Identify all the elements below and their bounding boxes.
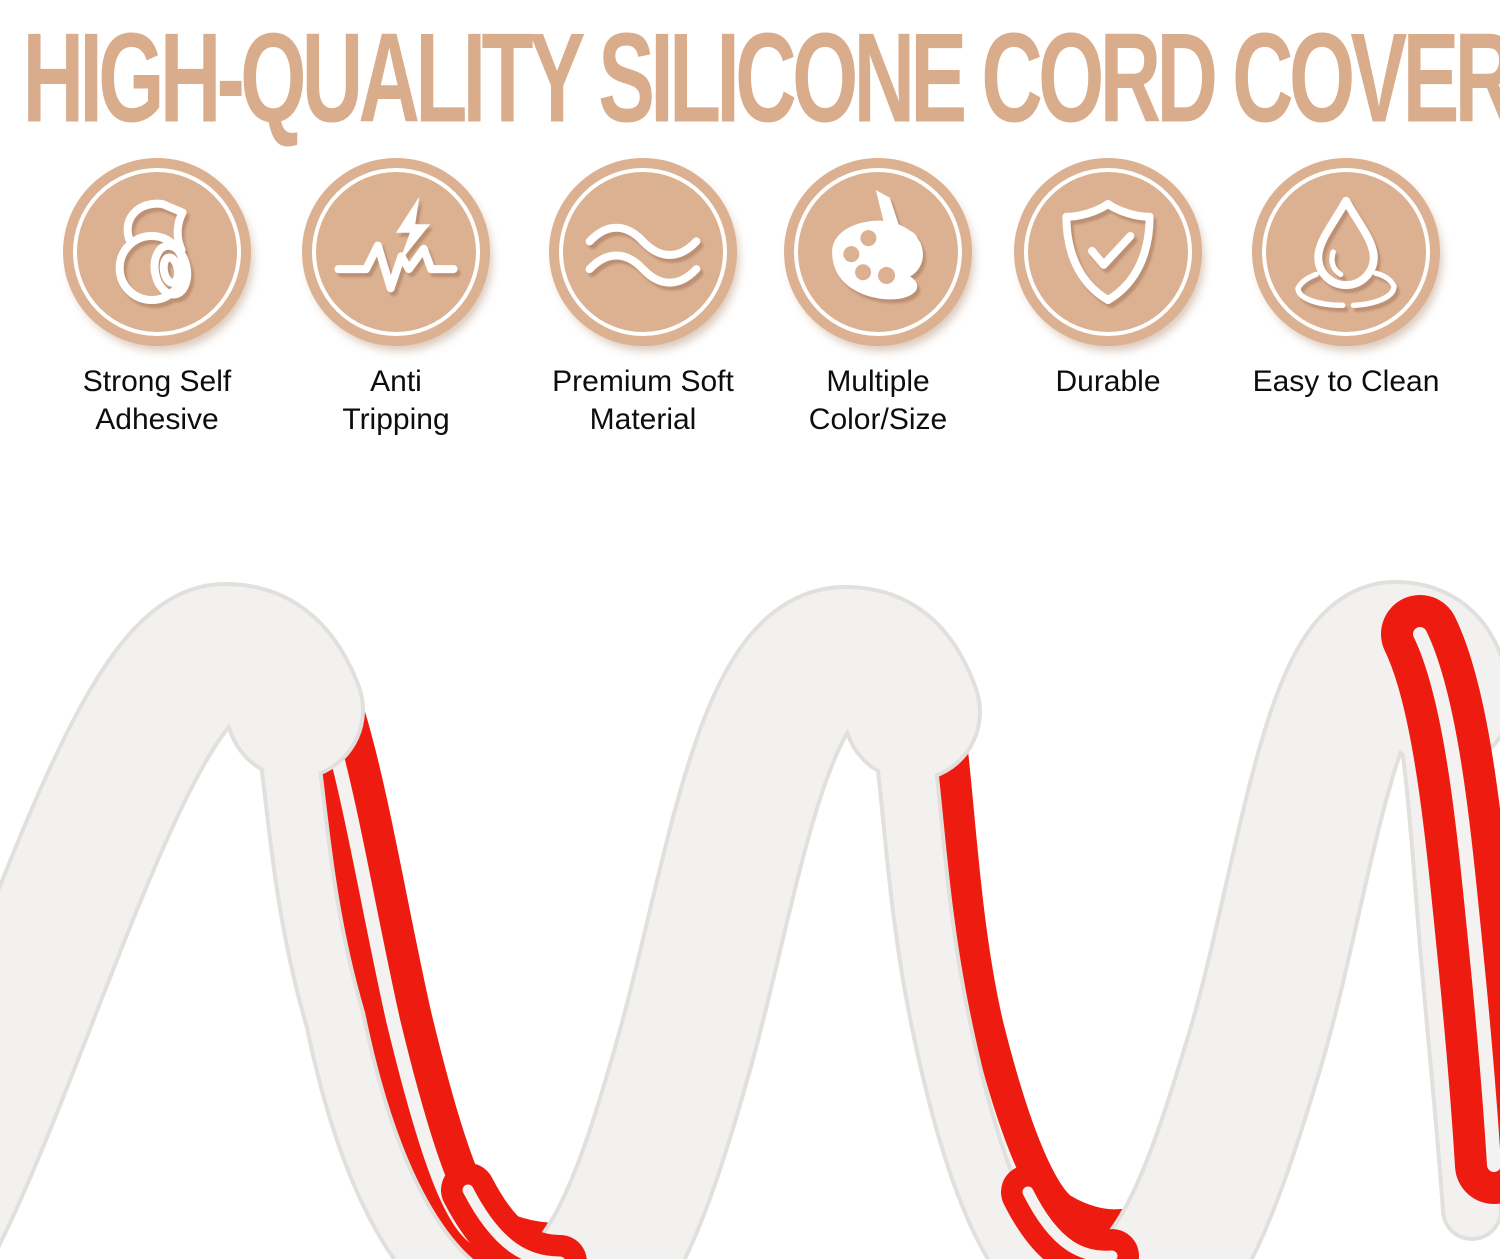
feature-badge — [302, 158, 490, 346]
feature-durable: Durable — [989, 158, 1227, 401]
feature-label: Durable — [989, 363, 1227, 401]
product-photo-silicone-cord-cover — [0, 579, 1500, 1259]
feature-label-line: Premium Soft — [552, 365, 734, 398]
palette-body — [832, 220, 923, 300]
feature-label: Multiple Color/Size — [759, 363, 997, 439]
feature-label: Strong Self Adhesive — [38, 363, 276, 439]
droplet-outline — [1314, 196, 1378, 290]
tape-roll-outer — [115, 232, 188, 304]
tape-roll-icon — [115, 199, 192, 304]
feature-label-line: Easy to Clean — [1252, 365, 1440, 398]
feature-label: Premium Soft Material — [524, 363, 762, 439]
shield-outline — [1062, 200, 1154, 304]
palette-hole — [878, 266, 896, 284]
wave-top — [585, 223, 701, 259]
feature-anti-tripping: Anti Tripping — [277, 158, 515, 439]
ripple-right — [1350, 283, 1397, 308]
feature-label-line: Color/Size — [808, 403, 948, 436]
color-palette-icon — [832, 190, 923, 300]
droplet-highlight — [1329, 249, 1344, 278]
check-mark — [1088, 232, 1135, 269]
anti-tripping-icon — [334, 196, 458, 293]
feature-label-line: Durable — [1055, 365, 1161, 398]
feature-badge — [549, 158, 737, 346]
feature-label-line: Material — [589, 403, 697, 436]
feature-label: Anti Tripping — [277, 363, 515, 439]
page-title: HIGH-QUALITY SILICONE CORD COVER — [22, 5, 1500, 150]
palette-hole — [860, 230, 877, 247]
ripple-accent — [1295, 271, 1319, 291]
feature-label: Easy to Clean — [1227, 363, 1465, 401]
shield-check-icon — [1062, 200, 1154, 304]
feature-easy-to-clean: Easy to Clean — [1227, 158, 1465, 401]
soft-waves-icon — [585, 223, 701, 287]
pulse-line — [334, 241, 458, 293]
band-ascent-left — [0, 585, 361, 1240]
feature-label-line: Adhesive — [95, 403, 219, 436]
feature-badge — [1014, 158, 1202, 346]
feature-label-line: Multiple — [826, 365, 930, 398]
ripple-accent — [1373, 270, 1397, 289]
band-ascent-3 — [1056, 583, 1500, 1259]
tape-center-channel-3 — [1413, 627, 1500, 1172]
tape-curl-channel-1 — [462, 1184, 565, 1259]
palette-hole — [843, 246, 860, 263]
feature-label-line: Strong Self — [82, 365, 232, 398]
feature-label-line: Tripping — [342, 403, 450, 436]
tape-tail — [123, 199, 187, 254]
ripple-left — [1295, 285, 1346, 308]
feature-multiple-color-size: Multiple Color/Size — [759, 158, 997, 439]
feature-strong-self-adhesive: Strong Self Adhesive — [38, 158, 276, 439]
lightning-bolt — [396, 196, 431, 263]
adhesive-tape-front — [441, 595, 1500, 1259]
feature-badge — [784, 158, 972, 346]
feature-badge — [1252, 158, 1440, 346]
palette-hole — [855, 264, 872, 281]
feature-premium-soft-material: Premium Soft Material — [524, 158, 762, 439]
band-descent-1 — [235, 633, 468, 1259]
wave-bottom — [585, 251, 701, 287]
feature-badge — [63, 158, 251, 346]
tape-curl-channel-2 — [1022, 1186, 1118, 1259]
band-descent-2 — [853, 635, 1057, 1259]
tape-roll-hole — [150, 241, 192, 299]
white-silicone-band — [0, 579, 1500, 1259]
tape-roll-core — [159, 253, 183, 287]
feature-label-line: Anti — [370, 365, 422, 398]
water-drop-icon — [1295, 196, 1397, 308]
brush-handle — [875, 190, 903, 244]
brush-tip — [888, 230, 919, 257]
